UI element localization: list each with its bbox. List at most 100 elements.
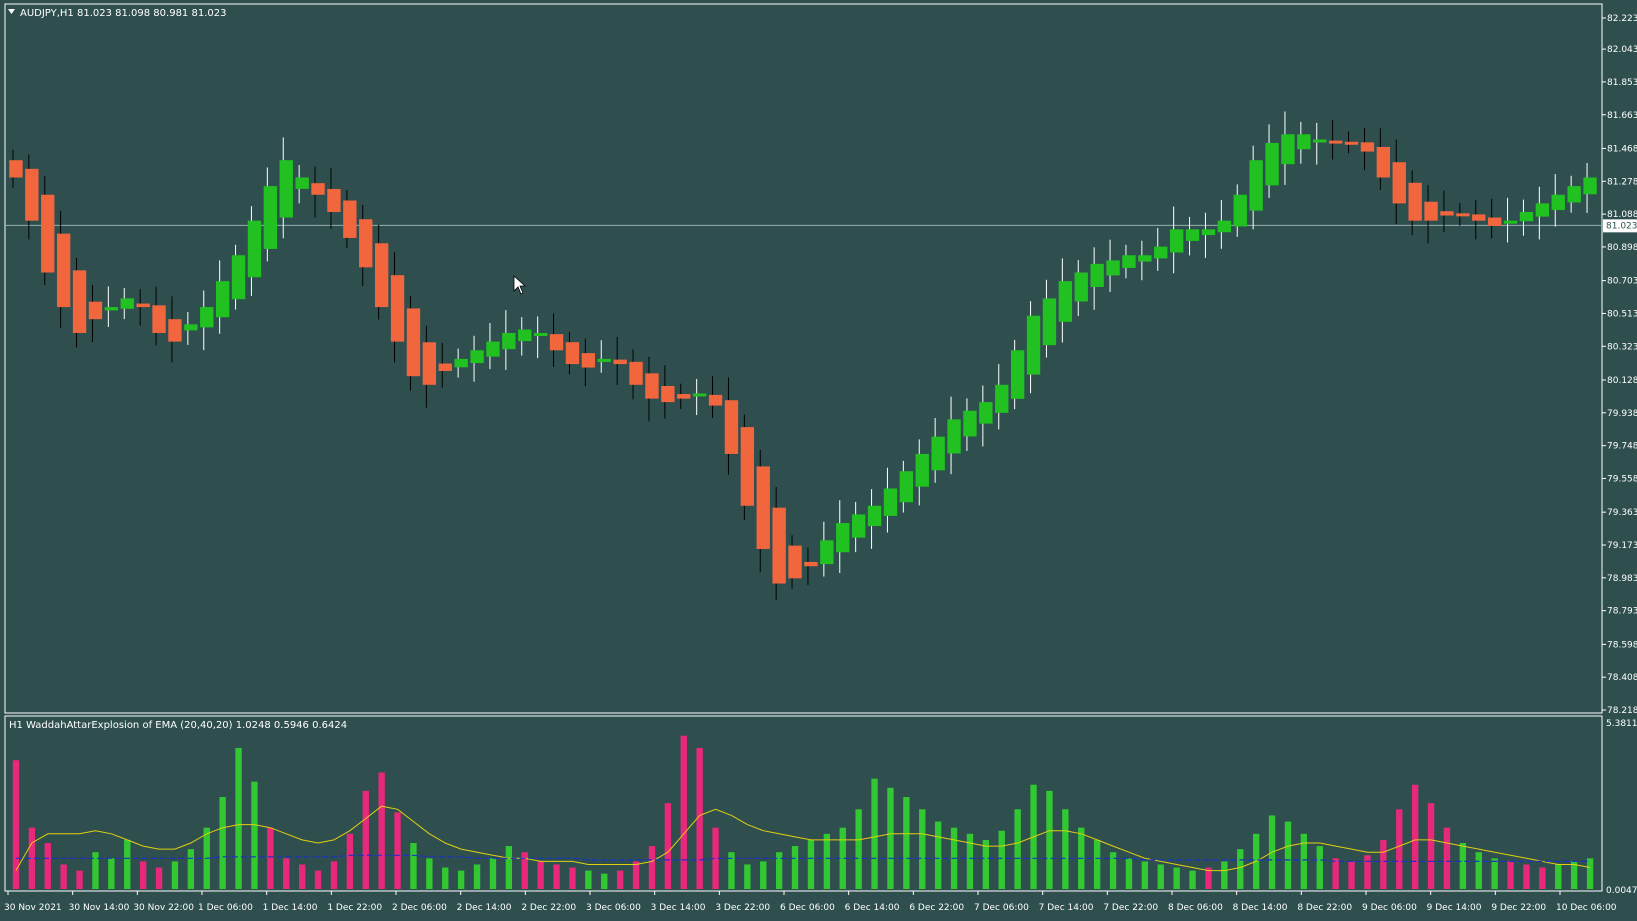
candle-body bbox=[533, 332, 548, 336]
x-tick-label: 7 Dec 14:00 bbox=[1039, 903, 1094, 913]
candle-body bbox=[136, 303, 150, 308]
x-tick-label: 30 Nov 22:00 bbox=[133, 903, 194, 913]
candle-body bbox=[72, 270, 87, 333]
candle-body bbox=[915, 453, 929, 487]
x-tick-label: 7 Dec 06:00 bbox=[974, 903, 1029, 913]
candle-body bbox=[311, 183, 325, 195]
candle-body bbox=[851, 514, 866, 538]
wae-histogram-bar bbox=[426, 858, 433, 889]
candle-body bbox=[724, 400, 739, 454]
candle-body bbox=[867, 505, 882, 527]
x-tick-label: 30 Nov 14:00 bbox=[69, 903, 130, 913]
candle-body bbox=[708, 394, 723, 406]
candle-body bbox=[1344, 141, 1359, 145]
wae-histogram-bar bbox=[314, 870, 322, 889]
x-tick-label: 7 Dec 22:00 bbox=[1103, 903, 1158, 913]
wae-histogram-bar bbox=[362, 790, 369, 889]
candle-body bbox=[486, 341, 500, 357]
candle-body bbox=[152, 305, 166, 333]
wae-histogram-bar bbox=[1173, 867, 1180, 889]
price-chart[interactable] bbox=[5, 111, 1602, 601]
wae-histogram-bar bbox=[855, 809, 862, 889]
candle-body bbox=[804, 561, 818, 567]
candle-body bbox=[1456, 213, 1470, 217]
candle-body bbox=[41, 194, 55, 273]
wae-histogram-bar bbox=[585, 870, 592, 889]
wae-histogram-bar bbox=[1316, 846, 1323, 889]
wae-histogram-bar bbox=[791, 846, 799, 889]
candle-body bbox=[1201, 229, 1216, 236]
wae-histogram-bar bbox=[664, 803, 672, 889]
candle-body bbox=[1281, 134, 1295, 165]
x-tick-label: 6 Dec 22:00 bbox=[909, 903, 964, 913]
candle-body bbox=[231, 255, 246, 300]
wae-histogram-bar bbox=[1125, 858, 1133, 889]
candle-body bbox=[406, 308, 421, 377]
wae-histogram-bar bbox=[28, 827, 36, 889]
wae-histogram-bar bbox=[1205, 867, 1212, 889]
candle-body bbox=[1535, 203, 1550, 217]
collapse-triangle-icon[interactable] bbox=[8, 9, 15, 14]
wae-histogram-bar bbox=[12, 760, 20, 889]
candle-body bbox=[263, 186, 278, 249]
wae-histogram-bar bbox=[283, 858, 290, 889]
wae-histogram-bar bbox=[60, 864, 67, 889]
candle-body bbox=[883, 488, 898, 516]
wae-histogram-bar bbox=[1411, 784, 1419, 889]
candle-body bbox=[963, 410, 977, 437]
x-tick-label: 10 Dec 06:00 bbox=[1556, 903, 1617, 913]
candle-body bbox=[168, 319, 182, 342]
wae-histogram-bar bbox=[442, 867, 449, 889]
candle-body bbox=[1058, 281, 1073, 322]
x-tick-label: 9 Dec 22:00 bbox=[1491, 903, 1546, 913]
x-tick-label: 1 Dec 14:00 bbox=[263, 903, 318, 913]
indicator-chart[interactable] bbox=[12, 735, 1594, 889]
candle-body bbox=[1297, 134, 1311, 150]
candle-body bbox=[343, 200, 357, 238]
candle-body bbox=[1551, 194, 1565, 211]
wae-histogram-bar bbox=[1284, 821, 1292, 889]
wae-histogram-bar bbox=[1523, 864, 1530, 889]
candle-body bbox=[931, 436, 945, 471]
wae-histogram-bar bbox=[537, 861, 544, 889]
candle-body bbox=[1106, 260, 1120, 276]
candle-body bbox=[1169, 229, 1184, 253]
y-tick-label: 82.043 bbox=[1607, 45, 1637, 55]
wae-histogram-bar bbox=[712, 827, 719, 889]
candle-body bbox=[1583, 177, 1597, 195]
x-tick-label: 1 Dec 22:00 bbox=[327, 903, 382, 913]
wae-histogram-bar bbox=[1062, 809, 1069, 889]
candle-body bbox=[438, 363, 452, 371]
wae-histogram-bar bbox=[76, 870, 83, 889]
wae-histogram-bar bbox=[998, 830, 1005, 889]
candle-body bbox=[88, 301, 103, 320]
candle-body bbox=[25, 168, 39, 221]
wae-histogram-bar bbox=[1237, 849, 1244, 889]
wae-histogram-bar bbox=[569, 867, 576, 889]
wae-histogram-bar bbox=[553, 864, 560, 889]
wae-histogram-bar bbox=[775, 852, 783, 889]
candle-body bbox=[1217, 220, 1232, 233]
wae-histogram-bar bbox=[410, 843, 417, 889]
candle-body bbox=[1090, 263, 1104, 287]
candle-body bbox=[1122, 255, 1136, 268]
candle-body bbox=[470, 350, 484, 364]
wae-histogram-bar bbox=[521, 852, 528, 889]
candle-body bbox=[692, 393, 707, 397]
current-price-label: 81.023 bbox=[1606, 221, 1637, 231]
price-axis: 82.223 82.043 81.853 81.663 81.468 81.278 81.0… bbox=[1602, 14, 1637, 716]
indicator-panel-frame bbox=[4, 715, 1603, 892]
candle-body bbox=[1487, 217, 1502, 226]
candle-body bbox=[899, 471, 914, 503]
cursor-arrow-icon bbox=[513, 275, 527, 295]
wae-histogram-bar bbox=[92, 852, 99, 889]
wae-histogram-bar bbox=[330, 861, 338, 889]
y-tick-label: 78.793 bbox=[1607, 607, 1637, 617]
candle-body bbox=[1472, 214, 1486, 221]
x-tick-label: 30 Nov 2021 bbox=[4, 903, 62, 913]
candle-body bbox=[502, 332, 516, 350]
wae-histogram-bar bbox=[251, 781, 258, 889]
candle-body bbox=[1026, 315, 1041, 375]
candle-body bbox=[629, 361, 643, 385]
